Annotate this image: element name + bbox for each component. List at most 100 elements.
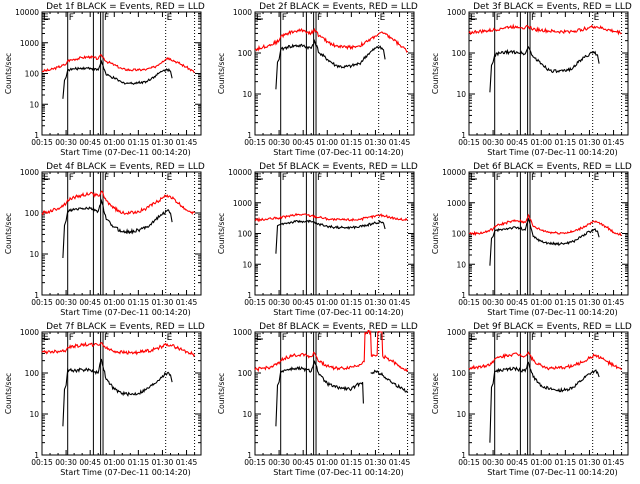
x-axis-label: Start Time (07-Dec-11 00:14:20) <box>487 148 618 157</box>
series-lld-line <box>468 23 622 36</box>
marker-label: F <box>317 13 322 23</box>
y-tick-label: 1000 <box>20 328 39 337</box>
y-tick-label: 100 <box>452 369 467 378</box>
marker-label: F <box>496 173 501 183</box>
plot-svg: Det 8f BLACK = Events, RED = LLD 1 10 100 10… <box>217 322 418 477</box>
x-tick-label: 00:30 <box>268 298 290 307</box>
x-tick-label: 00:15 <box>244 458 266 467</box>
x-tick-label: 00:30 <box>55 138 77 147</box>
plot-frame <box>41 331 202 456</box>
y-tick-label: 10000 <box>442 168 466 177</box>
series-events-line <box>62 358 173 427</box>
marker-label: F <box>531 333 536 343</box>
x-tick-label: 01:15 <box>128 458 150 467</box>
y-tick-label: 1000 <box>233 328 252 337</box>
plot-title: Det 6f BLACK = Events, RED = LLD <box>473 162 632 172</box>
marker-label: F <box>282 13 287 23</box>
y-tick-label: 100 <box>238 49 253 58</box>
x-tick-label: 01:45 <box>389 298 411 307</box>
plot-frame <box>41 11 202 136</box>
x-tick-label: 01:00 <box>316 138 338 147</box>
detector-plot-4: Det 4f BLACK = Events, RED = LLD 1 10 100 10… <box>0 160 213 320</box>
marker-line <box>41 12 50 20</box>
marker-label: F <box>104 13 109 23</box>
series-lld-line <box>254 212 408 223</box>
plot-title: Det 2f BLACK = Events, RED = LLD <box>259 2 418 12</box>
x-tick-label: 01:00 <box>103 138 125 147</box>
marker-label: E <box>256 13 262 23</box>
x-tick-label: 01:30 <box>365 298 387 307</box>
y-tick-label: 1 <box>34 291 39 300</box>
x-tick-label: 00:45 <box>506 458 528 467</box>
y-tick-label: 10 <box>242 410 252 419</box>
marker-line <box>41 172 50 180</box>
x-axis-label: Start Time (07-Dec-11 00:14:20) <box>487 308 618 317</box>
x-axis-label: Start Time (07-Dec-11 00:14:20) <box>60 308 191 317</box>
y-axis-label: Counts/sec <box>4 373 13 414</box>
y-axis-label: Counts/sec <box>431 53 440 94</box>
marker-label: F <box>282 333 287 343</box>
detector-plot-6: Det 6f BLACK = Events, RED = LLD 1 10 100 10… <box>427 160 640 320</box>
marker-label: E <box>594 173 600 183</box>
y-axis-label: Counts/sec <box>431 213 440 254</box>
series-lld-line <box>468 351 623 371</box>
marker-label: F <box>104 333 109 343</box>
plot-svg: Det 9f BLACK = Events, RED = LLD 1 10 100 10… <box>431 322 632 477</box>
marker-label: E <box>380 333 386 343</box>
x-tick-label: 01:45 <box>176 458 198 467</box>
detector-plot-3: Det 3f BLACK = Events, RED = LLD 1 10 100 10… <box>427 0 640 160</box>
y-tick-label: 1000 <box>447 199 466 208</box>
x-axis-label: Start Time (07-Dec-11 00:14:20) <box>273 468 404 477</box>
x-axis-label: Start Time (07-Dec-11 00:14:20) <box>487 468 618 477</box>
x-tick-label: 00:45 <box>292 138 314 147</box>
x-tick-label: 00:45 <box>506 298 528 307</box>
y-axis-label: Counts/sec <box>217 373 226 414</box>
marker-line <box>254 172 263 180</box>
marker-label: E <box>594 13 600 23</box>
x-axis-label: Start Time (07-Dec-11 00:14:20) <box>60 148 191 157</box>
x-tick-label: 00:45 <box>292 458 314 467</box>
plot-frame <box>41 171 202 296</box>
y-tick-label: 1000 <box>233 8 252 17</box>
x-tick-label: 01:30 <box>365 138 387 147</box>
x-tick-label: 01:30 <box>152 298 174 307</box>
plot-title: Det 5f BLACK = Events, RED = LLD <box>259 162 418 172</box>
x-tick-label: 00:15 <box>31 138 53 147</box>
x-tick-label: 00:15 <box>31 298 53 307</box>
detector-plot-9: Det 9f BLACK = Events, RED = LLD 1 10 100 10… <box>427 320 640 480</box>
marker-label: E <box>470 333 476 343</box>
plot-title: Det 8f BLACK = Events, RED = LLD <box>259 322 418 332</box>
x-tick-label: 01:15 <box>341 458 363 467</box>
marker-label: E <box>380 173 386 183</box>
y-tick-label: 10 <box>242 260 252 269</box>
y-tick-label: 10 <box>29 250 39 259</box>
x-tick-label: 01:15 <box>555 298 577 307</box>
plot-frame <box>468 171 629 296</box>
x-tick-label: 01:30 <box>152 138 174 147</box>
x-axis-label: Start Time (07-Dec-11 00:14:20) <box>60 468 191 477</box>
plot-svg: Det 3f BLACK = Events, RED = LLD 1 10 100 10… <box>431 2 632 157</box>
x-tick-label: 01:15 <box>555 458 577 467</box>
y-tick-label: 100 <box>25 369 40 378</box>
marker-label: F <box>282 173 287 183</box>
marker-label: E <box>167 333 173 343</box>
x-tick-label: 00:15 <box>244 298 266 307</box>
marker-label: F <box>496 13 501 23</box>
y-tick-label: 1 <box>461 131 466 140</box>
series-events-line <box>275 219 386 254</box>
x-tick-label: 01:00 <box>316 458 338 467</box>
x-tick-label: 01:45 <box>389 138 411 147</box>
x-tick-label: 01:00 <box>103 458 125 467</box>
y-axis-label: Counts/sec <box>217 213 226 254</box>
x-tick-label: 01:00 <box>530 458 552 467</box>
x-tick-label: 00:45 <box>79 298 101 307</box>
marker-line <box>254 332 263 340</box>
x-tick-label: 00:45 <box>292 298 314 307</box>
marker-label: E <box>256 333 262 343</box>
x-axis-label: Start Time (07-Dec-11 00:14:20) <box>273 148 404 157</box>
marker-line <box>468 12 477 20</box>
x-tick-label: 01:30 <box>579 458 601 467</box>
x-tick-label: 01:45 <box>603 298 625 307</box>
plot-title: Det 4f BLACK = Events, RED = LLD <box>46 162 205 172</box>
x-tick-label: 00:15 <box>31 458 53 467</box>
